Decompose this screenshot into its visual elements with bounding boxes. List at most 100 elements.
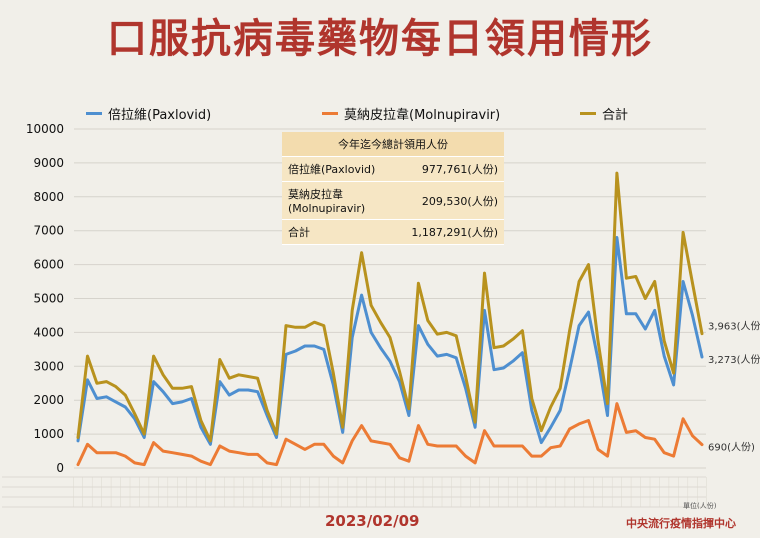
- data-point: [483, 429, 486, 432]
- end-value-label: 3,963(人份): [708, 321, 760, 333]
- summary-row: 莫納皮拉韋 (Molnupiravir) 209,530(人份): [282, 181, 504, 220]
- data-point: [237, 388, 240, 392]
- data-point: [388, 360, 392, 363]
- data-point: [530, 409, 534, 412]
- data-point: [218, 380, 222, 383]
- data-point: [275, 436, 278, 439]
- data-point: [521, 444, 524, 448]
- data-point: [587, 263, 590, 266]
- y-tick-label: 2000: [33, 393, 64, 407]
- legend-total: 合計: [580, 104, 628, 123]
- data-point: [199, 460, 203, 463]
- data-point: [634, 312, 638, 315]
- data-point: [161, 390, 165, 393]
- data-point: [587, 419, 590, 422]
- data-point: [322, 443, 326, 446]
- data-point: [681, 417, 685, 421]
- data-point: [568, 368, 571, 371]
- data-point: [436, 444, 439, 448]
- data-point: [426, 343, 430, 346]
- data-point: [86, 354, 89, 358]
- data-point: [653, 309, 656, 312]
- data-point: [577, 324, 581, 327]
- data-point: [105, 395, 108, 399]
- data-point: [511, 360, 515, 363]
- data-point: [596, 339, 600, 343]
- data-point: [369, 304, 373, 307]
- data-point: [303, 448, 307, 451]
- data-point: [691, 434, 694, 437]
- data-point: [388, 336, 392, 339]
- y-tick-label: 7000: [33, 224, 64, 238]
- data-point: [161, 449, 165, 453]
- data-point: [142, 432, 146, 436]
- data-point: [171, 402, 174, 405]
- data-point: [124, 405, 127, 409]
- legend-label: 莫納皮拉韋(Molnupiravir): [344, 107, 501, 123]
- data-point: [322, 348, 326, 351]
- end-value-label: 690(人份): [708, 442, 755, 454]
- data-point: [454, 444, 458, 448]
- data-point: [596, 358, 600, 361]
- data-point: [502, 344, 505, 348]
- data-point: [445, 331, 448, 334]
- y-tick-label: 8000: [33, 190, 64, 204]
- data-point: [275, 463, 278, 466]
- data-point: [473, 421, 477, 424]
- data-point: [606, 402, 609, 405]
- data-point: [615, 402, 619, 405]
- data-point: [313, 344, 316, 348]
- data-point: [606, 454, 609, 458]
- data-point: [634, 429, 638, 432]
- data-point: [180, 387, 184, 390]
- data-point: [76, 439, 80, 443]
- data-point: [294, 443, 297, 446]
- data-point: [540, 454, 543, 458]
- data-point: [313, 321, 316, 324]
- data-point: [133, 412, 136, 415]
- summary-value: 209,530(人份): [393, 181, 504, 220]
- data-point: [502, 366, 505, 370]
- data-point: [407, 414, 411, 417]
- summary-value: 1,187,291(人份): [393, 219, 504, 245]
- data-point: [341, 426, 344, 429]
- data-point: [256, 453, 259, 456]
- data-point: [653, 437, 656, 441]
- data-point: [105, 451, 108, 454]
- data-point: [615, 171, 619, 175]
- data-point: [246, 453, 250, 456]
- data-point: [303, 344, 307, 348]
- data-point: [388, 443, 392, 446]
- data-point: [199, 419, 203, 422]
- y-tick-label: 1000: [33, 427, 64, 441]
- data-point: [634, 275, 638, 278]
- data-point: [190, 397, 193, 400]
- data-point: [218, 444, 222, 448]
- data-point: [445, 353, 448, 356]
- data-point: [587, 310, 590, 314]
- data-point: [483, 309, 486, 312]
- data-point: [86, 378, 89, 382]
- data-point: [161, 373, 165, 376]
- data-point: [549, 405, 552, 409]
- data-point: [511, 337, 515, 341]
- data-point: [577, 280, 581, 283]
- data-point: [332, 371, 335, 375]
- data-point: [86, 443, 89, 446]
- data-point: [313, 443, 316, 446]
- data-point: [662, 339, 666, 343]
- data-point: [483, 271, 486, 275]
- data-point: [171, 451, 174, 454]
- data-point: [492, 444, 496, 448]
- data-point: [275, 432, 278, 436]
- data-point: [681, 280, 685, 283]
- data-point: [228, 449, 231, 453]
- legend-molnupiravir: 莫納皮拉韋(Molnupiravir): [322, 104, 501, 123]
- data-point: [284, 324, 288, 327]
- legend-swatch-icon: [580, 111, 596, 115]
- summary-label: 倍拉維(Paxlovid): [282, 156, 394, 182]
- data-point: [417, 324, 420, 327]
- data-point: [691, 314, 694, 317]
- data-point: [218, 358, 222, 361]
